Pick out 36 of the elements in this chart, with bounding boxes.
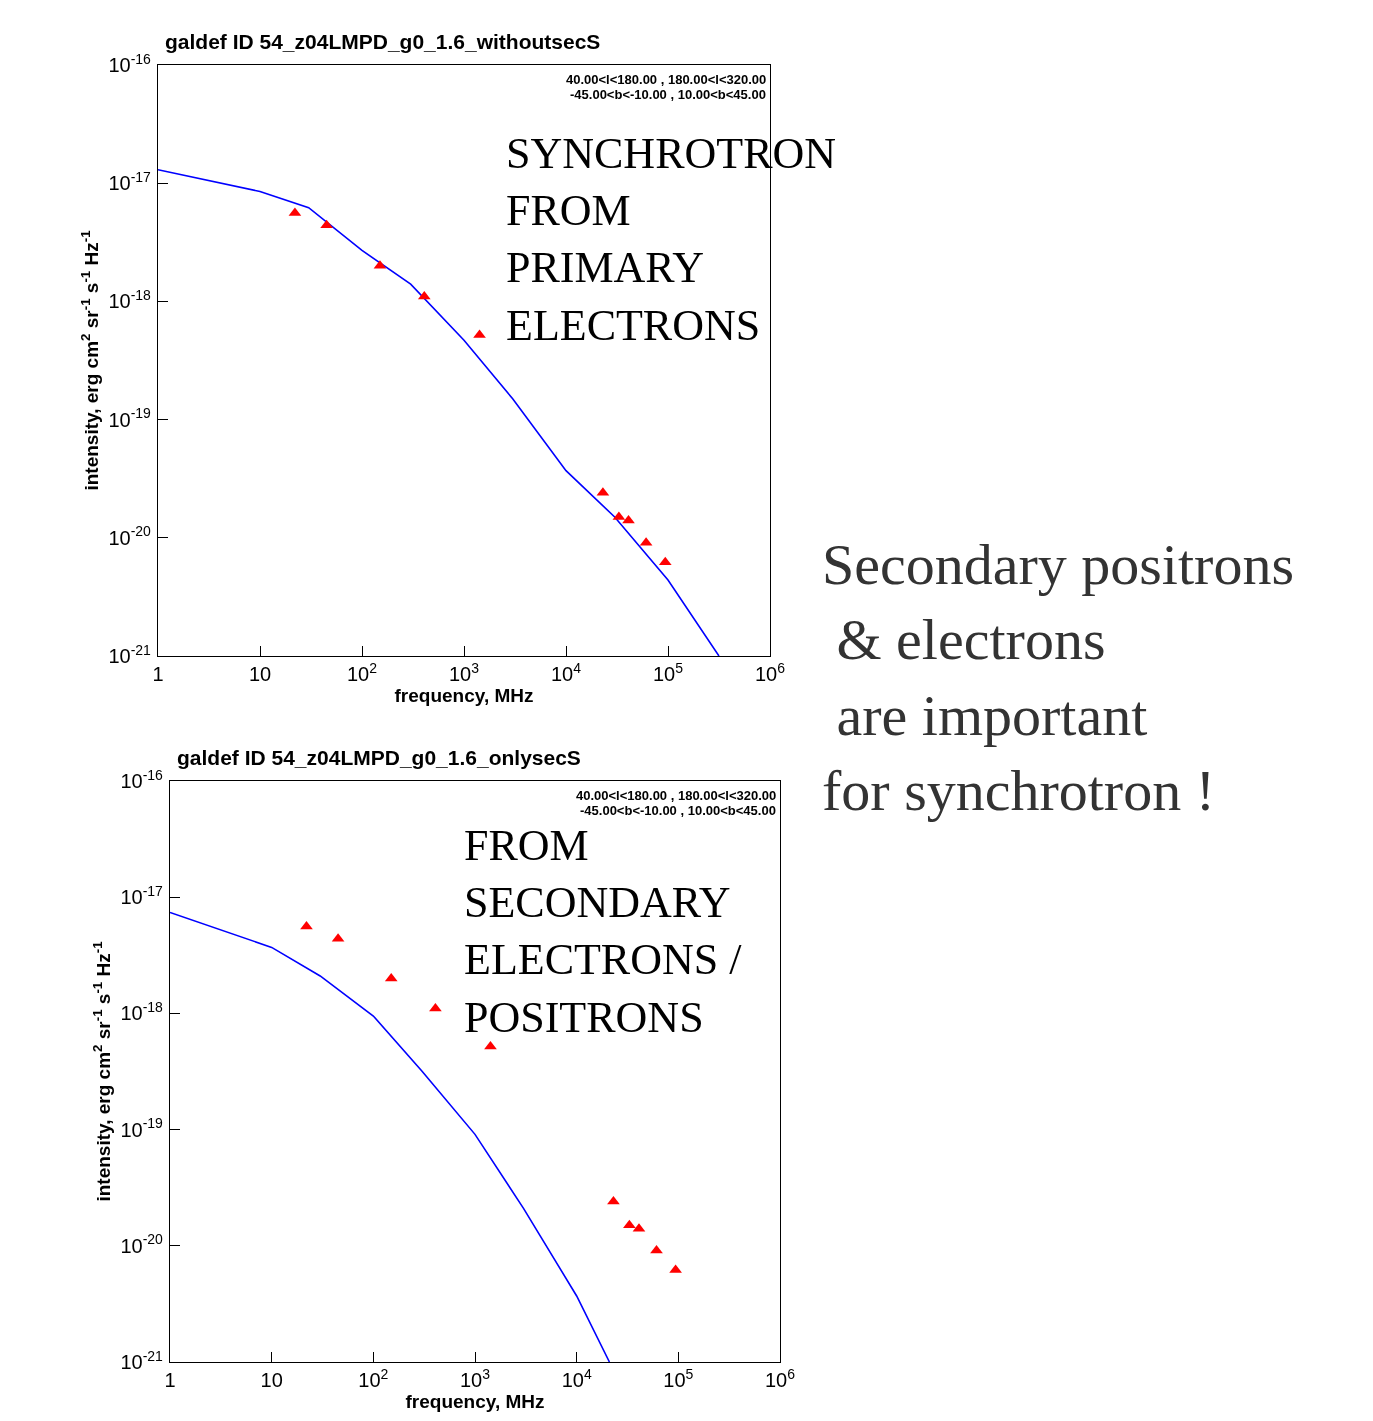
x-tick-label: 10 (248, 663, 272, 686)
x-tick-label: 10$^{6}$ (764, 1365, 796, 1392)
y-tick-label: 10$^{-16}$ (108, 50, 152, 76)
chart-title: galdef ID 54_z04LMPD_g0_1.6_withoutsecS (165, 30, 601, 53)
x-axis-title: frequency, MHz (405, 1391, 545, 1413)
x-tick-label: 10$^{5}$ (663, 1365, 694, 1392)
y-tick-label: 10$^{-20}$ (120, 1231, 164, 1257)
x-tick-label: 1 (164, 1369, 176, 1392)
x-tick-label: 10$^{4}$ (561, 1365, 592, 1392)
text: Secondary positrons & electrons are important for synchrotron ! (822, 532, 1294, 824)
y-tick-label: 10$^{-16}$ (120, 766, 164, 792)
x-axis-title: frequency, MHz (394, 685, 534, 707)
annotation: FROM SECONDARY ELECTRONS / POSITRONS (464, 821, 743, 1042)
y-tick-label: 10$^{-19}$ (120, 1115, 164, 1141)
y-tick-label: 10$^{-19}$ (108, 405, 152, 431)
y-tick-label: 10$^{-21}$ (120, 1347, 164, 1373)
chart-title: galdef ID 54_z04LMPD_g0_1.6_onlysecS (177, 746, 581, 769)
y-tick-label: 10$^{-20}$ (108, 523, 152, 549)
y-tick-label: 10$^{-18}$ (120, 999, 164, 1025)
x-tick-label: 1 (152, 663, 164, 686)
x-tick-label: 10$^{2}$ (358, 1365, 389, 1392)
x-tick-label: 10$^{3}$ (459, 1365, 491, 1392)
y-tick-label: 10$^{-18}$ (108, 287, 152, 313)
annotation: 40.00<l<180.00 , 180.00<l<320.00 (566, 72, 767, 87)
x-tick-label: 10$^{4}$ (550, 659, 582, 686)
y-tick-label: 10$^{-17}$ (108, 168, 152, 195)
x-tick-label: 10$^{5}$ (652, 659, 684, 686)
x-tick-label: 10$^{6}$ (754, 659, 786, 686)
x-tick-label: 10$^{2}$ (346, 659, 378, 686)
y-tick-label: 10$^{-21}$ (108, 641, 152, 667)
x-tick-label: 10$^{3}$ (448, 659, 480, 686)
annotation: -45.00<b<-10.00 , 10.00<b<45.00 (570, 87, 766, 102)
annotation: -45.00<b<-10.00 , 10.00<b<45.00 (580, 803, 776, 818)
x-tick-label: 10 (260, 1369, 283, 1392)
annotation: 40.00<l<180.00 , 180.00<l<320.00 (576, 788, 777, 803)
y-tick-label: 10$^{-17}$ (120, 882, 164, 909)
